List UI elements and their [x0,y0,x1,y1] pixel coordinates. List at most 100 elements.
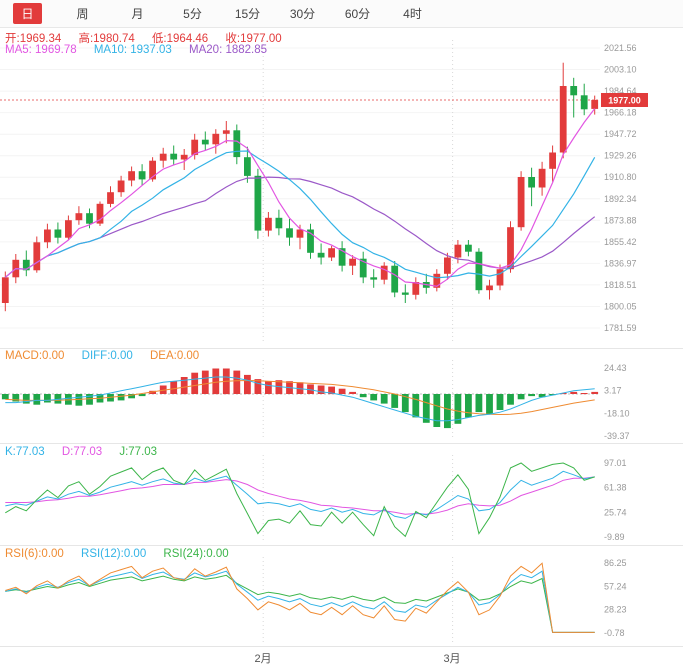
macd-bar [496,394,504,410]
macd-bar [591,391,599,394]
macd-bar [486,394,493,415]
axis-label: -39.37 [604,431,630,441]
macd-bar [191,372,199,394]
candle-body [517,177,525,228]
candle-body [222,130,230,134]
j-line [5,462,595,538]
x-axis: 2月 3月 [0,646,683,666]
candle-body [559,86,567,153]
candle-body [328,248,335,258]
axis-label: 1910.80 [604,172,637,182]
macd-bar [275,380,283,395]
candle-body [475,251,483,291]
candle-body [201,139,209,145]
candle-body [380,265,388,280]
axis-label: -9.89 [604,532,625,542]
macd-bar [170,381,178,394]
candle-body [591,100,599,109]
tab-60min-label: 60分 [344,7,371,21]
candle-body [265,217,272,231]
candle-body [233,130,241,158]
macd-bar [244,374,251,395]
macd-bar [328,386,335,395]
candle-body [149,160,156,180]
macd-bar [570,391,578,394]
tab-15min[interactable]: 15分 [220,3,275,24]
axis-label: -0.78 [604,628,625,638]
candle-body [254,175,262,231]
candle-body [1,277,9,303]
x-axis-label-march: 3月 [443,653,461,665]
axis-label: 25.74 [604,507,627,517]
tab-day-label: 日 [13,3,42,24]
tab-month-label: 月 [131,7,144,21]
tab-day[interactable]: 日 [0,3,55,24]
axis-label: 1892.34 [604,194,637,204]
candle-body [507,227,514,270]
axis-label: 61.38 [604,483,627,493]
rsi12-line [5,570,595,633]
kdj-panel[interactable]: 97.01 61.38 25.74 -9.89 [0,443,683,545]
tab-week[interactable]: 周 [55,3,110,24]
candle-body [138,171,146,180]
tab-30min-label: 30分 [289,7,316,21]
candle-body [317,252,325,258]
macd-bar [317,385,325,394]
macd-bar [138,394,146,397]
macd-bar [44,394,51,403]
macd-bar [296,382,304,394]
macd-bar [538,394,546,398]
macd-bar [212,368,220,395]
macd-bar [465,394,472,418]
tab-60min[interactable]: 60分 [330,3,385,24]
candle-body [307,229,314,253]
macd-bar [380,394,388,404]
tab-week-label: 周 [76,7,89,21]
macd-bar [422,394,430,423]
candle-body [128,171,135,181]
main-candlestick-chart[interactable]: 2021.56 2003.10 1984.64 1966.18 1947.72 1929.… [0,28,683,348]
candle-body [107,192,114,204]
macd-bar [254,379,262,394]
tab-30min[interactable]: 30分 [275,3,330,24]
candle-body [338,248,346,266]
macd-bar [65,394,72,405]
candle-body [296,229,304,238]
candle-body [65,220,72,238]
candle-body [54,229,62,238]
axis-label: 1929.26 [604,151,637,161]
macd-bar [338,388,346,394]
macd-bar [33,394,41,405]
axis-label: 1966.18 [604,108,637,118]
candle-body [275,217,283,229]
tab-4hour[interactable]: 4时 [385,3,440,24]
axis-label: 1947.72 [604,129,637,139]
macd-bar [559,393,567,395]
macd-panel[interactable]: 24.43 3.17 -18.10 -39.37 [0,348,683,443]
tab-month[interactable]: 月 [110,3,165,24]
candle-body [96,203,104,224]
macd-bar [433,394,441,427]
macd-bar [128,394,135,399]
tab-5min[interactable]: 5分 [165,3,220,24]
candle-body [286,228,293,238]
macd-bar [12,394,20,402]
ma5-line [4,108,596,287]
candle-body [412,282,420,295]
last-price-tag [601,93,648,107]
macd-bar [22,394,30,404]
candle-body [191,139,199,155]
macd-bar [54,394,62,404]
candle-body [170,153,178,160]
axis-label: 28.23 [604,605,627,615]
candle-body [444,257,451,274]
candle-body [391,265,399,293]
candle-body [549,152,556,169]
diff-line [5,376,595,422]
ma10-line [4,150,596,279]
candle-body [401,292,409,295]
candle-body [212,133,220,145]
macd-bar [475,394,483,413]
rsi-panel[interactable]: 86.25 57.24 28.23 -0.78 [0,545,683,646]
